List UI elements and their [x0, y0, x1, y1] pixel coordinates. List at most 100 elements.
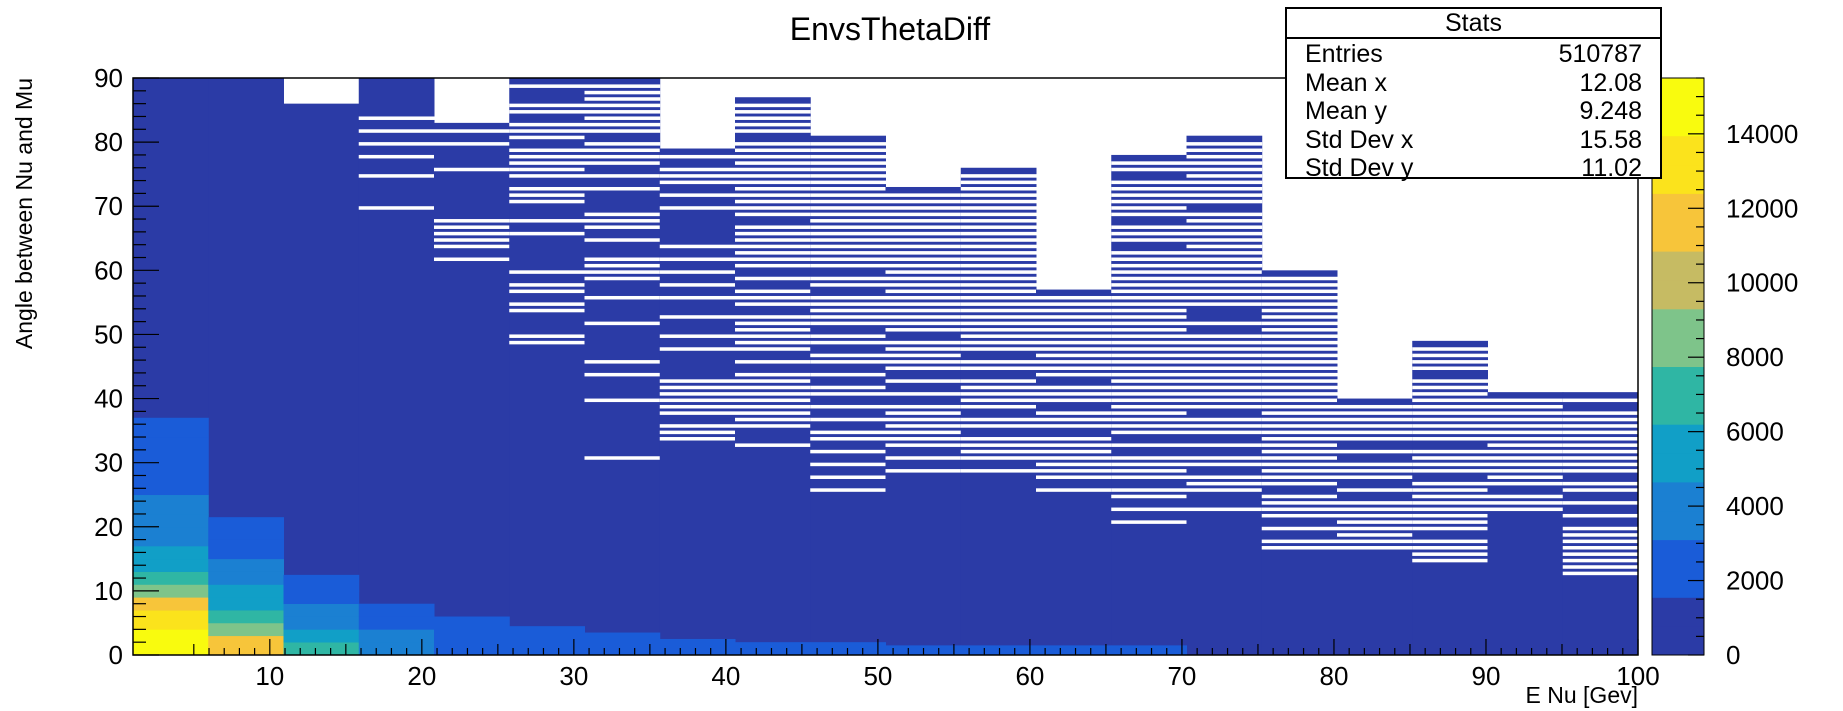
empty-bin: [735, 193, 811, 197]
empty-bin: [659, 154, 736, 159]
empty-bin: [1111, 494, 1187, 499]
empty-bin: [735, 161, 811, 165]
empty-bin: [885, 315, 962, 319]
empty-bin: [1186, 481, 1263, 486]
empty-bin: [1261, 366, 1338, 371]
empty-bin: [735, 148, 811, 153]
empty-bin: [1487, 475, 1564, 479]
empty-bin: [810, 449, 886, 454]
empty-bin: [810, 142, 886, 146]
empty-bin: [885, 430, 962, 435]
stats-box: Stats Entries 510787 Mean x 12.08 Mean y 9.24…: [1285, 7, 1662, 182]
empty-bin: [810, 315, 886, 319]
empty-bin: [960, 469, 1037, 473]
stats-value: 9.248: [1579, 97, 1642, 125]
empty-bin: [1337, 424, 1413, 428]
empty-bin: [1111, 385, 1187, 390]
empty-bin: [735, 276, 811, 281]
empty-bin: [1562, 501, 1639, 505]
empty-bin: [735, 231, 811, 236]
empty-bin: [1036, 308, 1112, 313]
empty-bin: [885, 276, 962, 281]
empty-bin: [810, 283, 886, 287]
empty-bin: [885, 340, 962, 345]
x-tick-label: 50: [863, 661, 892, 691]
empty-bin: [1487, 449, 1564, 454]
empty-bin: [960, 219, 1037, 223]
empty-bin: [1562, 449, 1639, 454]
colorbar-step: [1652, 279, 1704, 310]
empty-bin: [1186, 366, 1263, 371]
empty-bin: [810, 212, 886, 217]
empty-bin: [960, 308, 1037, 313]
empty-bin: [735, 238, 811, 242]
empty-bin: [1261, 424, 1338, 428]
empty-bin: [1036, 334, 1112, 338]
empty-bin: [810, 180, 886, 185]
empty-bin: [1186, 142, 1263, 146]
empty-bin: [735, 379, 811, 383]
empty-bin: [1261, 372, 1338, 377]
empty-bin: [1261, 430, 1338, 435]
empty-bin: [509, 161, 585, 165]
empty-bin: [1036, 411, 1112, 415]
empty-bin: [1412, 558, 1488, 563]
empty-bin: [1412, 398, 1488, 403]
empty-bin: [1261, 360, 1338, 364]
empty-bin: [960, 206, 1037, 210]
empty-bin: [735, 372, 811, 377]
heatmap-cell: [208, 558, 284, 572]
empty-bin: [509, 289, 585, 294]
empty-bin: [1111, 276, 1187, 281]
empty-bin: [1186, 430, 1263, 435]
empty-bin: [1562, 552, 1639, 556]
empty-bin: [659, 379, 736, 383]
empty-bin: [1111, 417, 1187, 422]
colorbar-step: [1652, 510, 1704, 541]
empty-bin: [1111, 186, 1187, 191]
y-tick-label: 80: [94, 127, 123, 157]
empty-bin: [1186, 161, 1263, 165]
empty-bin: [1487, 507, 1564, 512]
empty-bin: [1186, 148, 1263, 153]
empty-bin: [1562, 546, 1639, 550]
empty-bin: [1111, 340, 1187, 345]
empty-bin: [1111, 443, 1187, 447]
empty-bin: [1111, 199, 1187, 204]
empty-bin: [1186, 283, 1263, 287]
empty-bin: [1261, 513, 1338, 518]
empty-bin: [434, 244, 510, 249]
x-tick-label: 60: [1015, 661, 1044, 691]
empty-bin: [434, 257, 510, 262]
x-tick-label: 70: [1167, 661, 1196, 691]
empty-bin: [735, 289, 811, 294]
empty-bin: [1412, 526, 1488, 531]
stats-value: 510787: [1558, 40, 1642, 68]
empty-bin: [659, 430, 736, 435]
empty-bin: [509, 167, 585, 172]
empty-bin: [810, 219, 886, 223]
chart-title: EnvsThetaDiff: [790, 11, 991, 47]
stats-label: Mean y: [1305, 97, 1387, 125]
empty-bin: [885, 238, 962, 242]
empty-bin: [1261, 507, 1338, 512]
empty-bin: [1261, 475, 1338, 479]
empty-bin: [659, 283, 736, 287]
empty-bin: [1412, 481, 1488, 486]
empty-bin: [960, 283, 1037, 287]
empty-bin: [1337, 501, 1413, 505]
empty-bin: [810, 186, 886, 191]
empty-bin: [885, 193, 962, 197]
empty-bin: [1186, 340, 1263, 345]
empty-bin: [810, 154, 886, 159]
empty-bin: [584, 263, 661, 268]
empty-bin: [358, 116, 435, 120]
empty-bin: [885, 283, 962, 287]
empty-bin: [1186, 225, 1263, 229]
empty-bin: [1487, 501, 1564, 505]
empty-bin: [1337, 533, 1413, 537]
empty-bin: [810, 167, 886, 172]
empty-bin: [659, 411, 736, 415]
empty-bin: [358, 154, 435, 159]
heatmap-cell: [133, 437, 209, 457]
